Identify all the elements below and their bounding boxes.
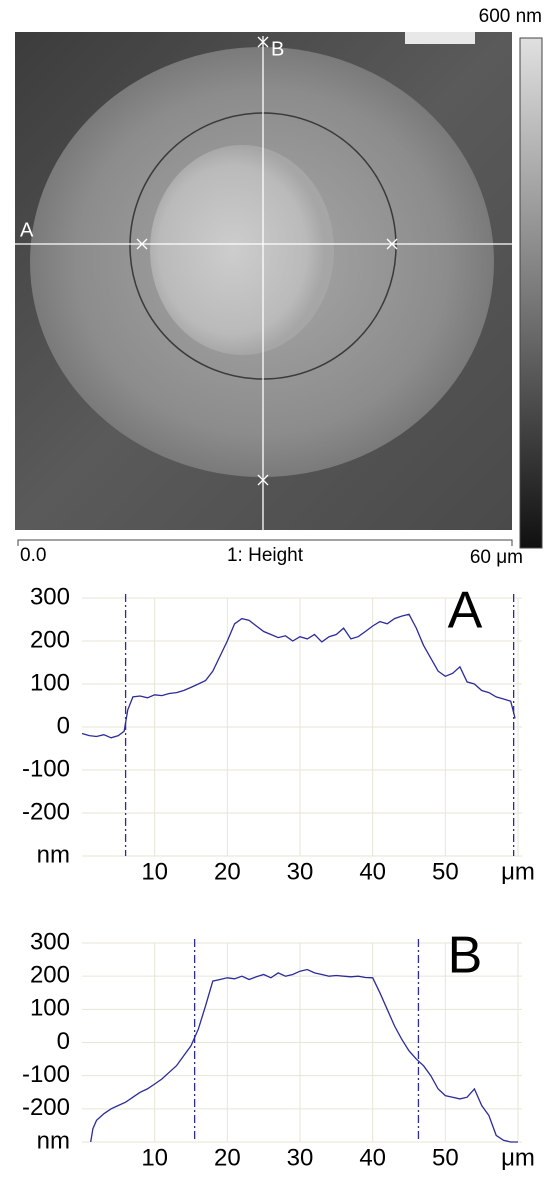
afm-artifact bbox=[405, 32, 475, 44]
profile-line bbox=[81, 613, 516, 739]
color-bar-max: 600 nm bbox=[479, 6, 542, 27]
afm-inner-region bbox=[150, 145, 334, 355]
cross-marks bbox=[136, 36, 398, 486]
y-tick-label: 100 bbox=[30, 995, 70, 1022]
y-tick-label: 0 bbox=[57, 712, 70, 739]
y-tick-label: -100 bbox=[22, 755, 70, 782]
image-axis bbox=[17, 539, 513, 546]
y-tick-label: nm bbox=[37, 841, 70, 868]
y-tick-label: -200 bbox=[22, 1094, 70, 1121]
channel-label: 1: Height bbox=[227, 545, 304, 566]
afm-image: A B 600 nm 0.0 1: Height 60 μm bbox=[15, 6, 543, 568]
y-tick-label: 100 bbox=[30, 669, 70, 696]
panel-label: B bbox=[448, 927, 483, 985]
x-tick-label: 20 bbox=[214, 858, 241, 885]
x-tick-label: 10 bbox=[141, 858, 168, 885]
axis-start: 0.0 bbox=[20, 545, 46, 566]
line-b-label: B bbox=[271, 38, 284, 60]
x-tick-label: 10 bbox=[141, 1144, 168, 1171]
axis-end: 60 μm bbox=[470, 547, 523, 568]
x-tick-label: 40 bbox=[359, 858, 386, 885]
x-tick-label: μm bbox=[501, 858, 535, 885]
line-a-label: A bbox=[20, 219, 34, 241]
x-tick-label: 50 bbox=[432, 858, 459, 885]
x-tick-label: 40 bbox=[359, 1144, 386, 1171]
x-tick-label: 50 bbox=[432, 1144, 459, 1171]
color-bar bbox=[519, 37, 543, 549]
y-tick-label: 200 bbox=[30, 626, 70, 653]
y-tick-label: nm bbox=[37, 1127, 70, 1154]
y-tick-label: -200 bbox=[22, 798, 70, 825]
y-tick-label: 200 bbox=[30, 962, 70, 989]
y-tick-label: -100 bbox=[22, 1061, 70, 1088]
profile-line bbox=[90, 968, 518, 1143]
y-tick-label: 300 bbox=[30, 928, 70, 955]
x-tick-label: 30 bbox=[287, 1144, 314, 1171]
x-tick-label: 20 bbox=[214, 1144, 241, 1171]
y-tick-label: 0 bbox=[57, 1028, 70, 1055]
y-tick-label: 300 bbox=[30, 583, 70, 610]
x-tick-label: 30 bbox=[287, 858, 314, 885]
panel-label: A bbox=[448, 582, 483, 640]
x-tick-label: μm bbox=[501, 1144, 535, 1171]
